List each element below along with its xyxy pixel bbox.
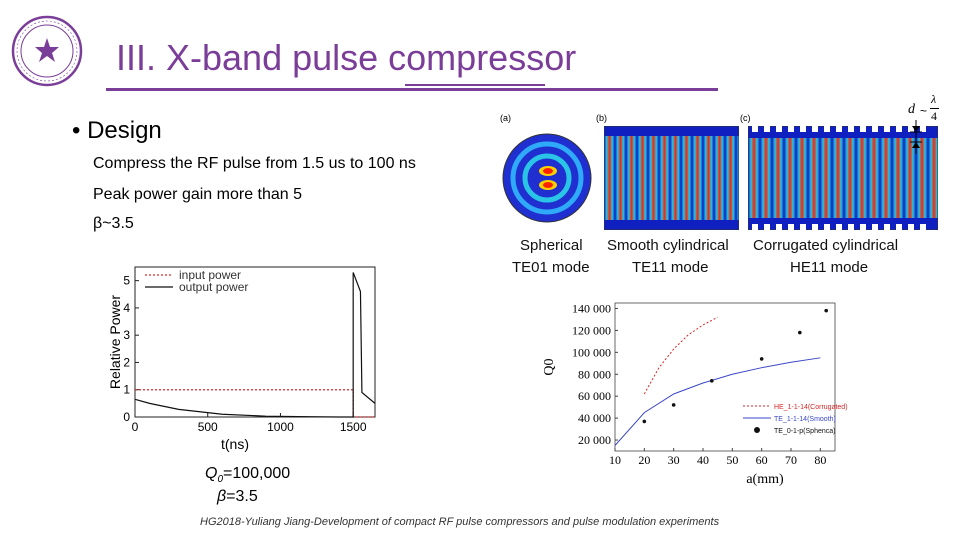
data-point-spherical: [710, 379, 714, 383]
legend-label: input power: [179, 268, 241, 282]
x-tick-label: 70: [785, 453, 797, 467]
data-point-spherical: [642, 419, 647, 424]
legend-swatch: [754, 427, 760, 433]
text-beta: β~3.5: [93, 215, 134, 232]
y-tick-label: 4: [123, 301, 130, 315]
y-tick-label: 40 000: [578, 411, 611, 425]
x-tick-label: 500: [198, 420, 218, 434]
text-compress-pulse: Compress the RF pulse from 1.5 us to 100…: [93, 155, 416, 172]
y-tick-label: 1: [123, 383, 130, 397]
beta-text: β=3.5: [217, 488, 258, 505]
y-tick-label: 2: [123, 355, 130, 369]
x-tick-label: 20: [638, 453, 650, 467]
x-tick-label: 30: [668, 453, 680, 467]
dim-d-label: d: [908, 102, 915, 117]
dim-lambda-label: λ: [931, 92, 937, 106]
x-tick-label: 1000: [267, 420, 294, 434]
fraction-bar: [930, 108, 939, 109]
caption-he11: HE11 mode: [790, 259, 869, 276]
panel-label-b: (b): [596, 113, 607, 123]
y-tick-label: 120 000: [572, 323, 611, 337]
series-line-corrugated: [643, 316, 718, 395]
dim-arrow-icon: [910, 120, 922, 154]
data-point-spherical: [671, 403, 676, 407]
data-point-spherical: [759, 357, 764, 361]
y-tick-label: 80 000: [578, 367, 611, 381]
legend-label: TE_1-1-14(Smooth): [774, 416, 836, 423]
y-tick-label: 60 000: [578, 389, 611, 403]
y-tick-label: 100 000: [572, 345, 611, 359]
y-tick-label: 0: [123, 410, 130, 424]
relative-power-chart: 0 500 1000 1500 0 1 2 3 4 5 t(ns) Relative Power inp…: [107, 266, 376, 452]
x-tick-label: 60: [756, 453, 768, 467]
series-line-input-power: [135, 389, 375, 418]
caption-smooth-cylindrical: Smooth cylindrical: [607, 237, 729, 254]
x-tick-label: 50: [726, 453, 738, 467]
x-axis-label: t(ns): [221, 436, 249, 452]
mode-figure: (a) (b) (c): [500, 92, 950, 233]
corrugated-he11-field-plot: [748, 126, 938, 230]
x-tick-label: 0: [132, 420, 139, 434]
legend-label: TE_0-1-p(Sphenca): [774, 428, 835, 435]
y-tick-label: 140 000: [572, 301, 611, 315]
x-tick-label: 40: [697, 453, 709, 467]
y-axis-label: Q0: [542, 358, 557, 375]
x-axis-label: a(mm): [746, 472, 784, 487]
y-tick-label: 5: [123, 274, 130, 288]
q0-text: Q0=100,000: [205, 465, 291, 486]
footer-citation: HG2018-Yuliang Jiang-Development of comp…: [200, 516, 720, 528]
panel-label-c: (c): [740, 113, 751, 123]
plot-frame: [614, 302, 836, 452]
caption-spherical: Spherical: [520, 237, 583, 254]
legend-label: HE_1-1-14(Corrugated): [774, 404, 848, 411]
y-tick-label: 20 000: [578, 433, 611, 447]
data-point-spherical: [824, 308, 828, 313]
x-tick-label: 10: [609, 453, 621, 467]
caption-te01: TE01 mode: [512, 259, 590, 276]
caption-corrugated-cylindrical: Corrugated cylindrical: [753, 237, 899, 254]
spherical-te01-field-plot: [502, 133, 592, 223]
series-line-smooth: [614, 357, 821, 446]
data-point-spherical: [798, 330, 802, 335]
x-tick-label: 1500: [340, 420, 367, 434]
caption-te11: TE11 mode: [632, 259, 709, 276]
title-underline: [106, 88, 718, 91]
text-peak-power-gain: Peak power gain more than 5: [93, 186, 303, 203]
x-tick-label: 80: [814, 453, 826, 467]
panel-label-a: (a): [500, 113, 511, 123]
university-seal-logo: [11, 15, 83, 87]
q0-vs-radius-chart: 10 20 30 40 50 60 70 80 20 000 40 000 60 000 80 000…: [542, 301, 848, 487]
dim-four-label: 4: [931, 109, 937, 123]
legend-label: output power: [179, 280, 248, 294]
y-axis-label: Relative Power: [107, 295, 123, 389]
bullet-design: • Design: [72, 117, 162, 144]
smooth-te11-field-plot: [604, 126, 739, 230]
title-underline-accent: [405, 84, 545, 86]
series-line-output-power: [134, 272, 376, 418]
y-tick-label: 3: [123, 328, 130, 342]
slide-title: III. X-band pulse compressor: [116, 37, 577, 78]
plot-frame: [134, 266, 376, 418]
